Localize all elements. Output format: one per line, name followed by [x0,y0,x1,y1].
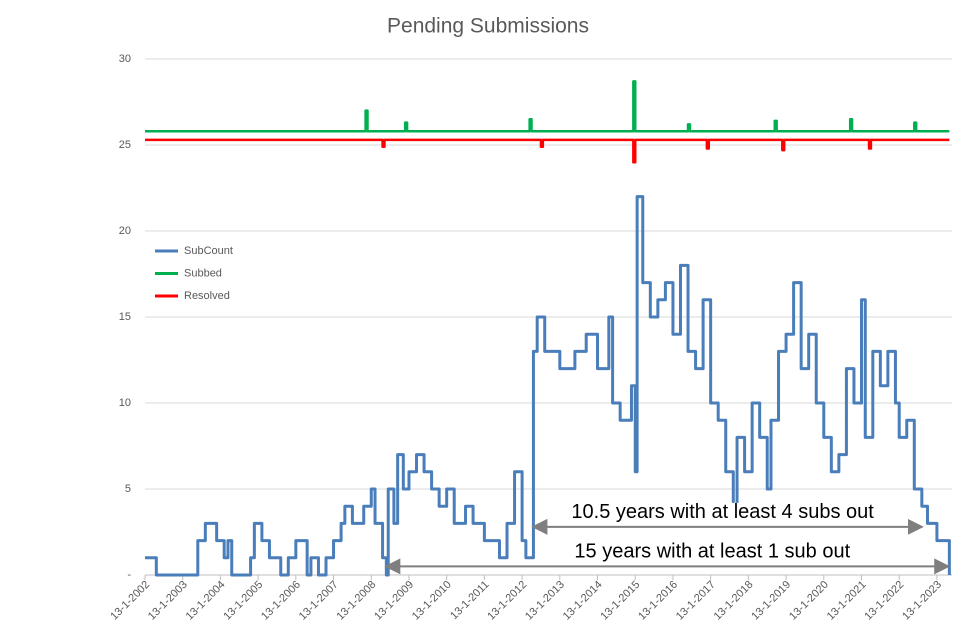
annotation-text: 15 years with at least 1 sub out [574,541,850,563]
series-line [145,138,950,164]
annotation-text: 10.5 years with at least 4 subs out [571,501,874,523]
annotation-bg [544,542,881,563]
chart-title: Pending Submissions [387,15,589,38]
y-tick-label: 15 [119,311,131,323]
annotation-bg [554,502,891,523]
y-tick-label: 30 [119,53,131,65]
legend-label: Subbed [184,267,222,279]
y-tick-label: - [127,569,131,581]
series-line [145,195,951,577]
y-tick-label: 20 [119,225,131,237]
y-tick-label: 25 [119,139,131,151]
y-tick-label: 5 [125,483,131,495]
series-line [145,80,950,133]
legend-label: SubCount [184,245,233,257]
y-tick-label: 10 [119,397,131,409]
legend-label: Resolved [184,290,230,302]
